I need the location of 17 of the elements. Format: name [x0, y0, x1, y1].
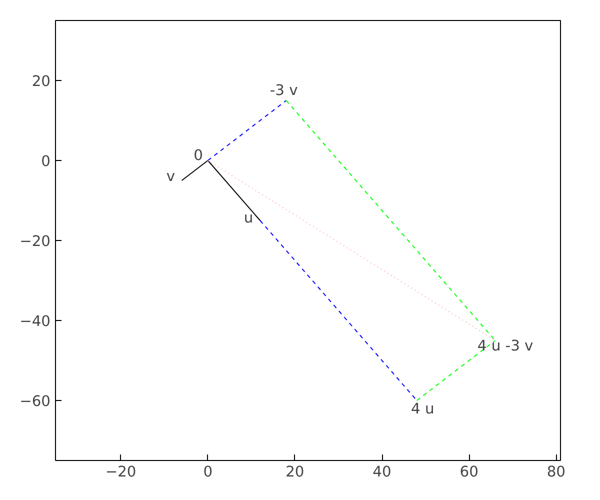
x-tick-label: 0 — [203, 464, 213, 480]
y-tick-label: 0 — [41, 153, 51, 170]
annotation: -3 v — [270, 82, 298, 100]
x-tick-label: 20 — [286, 464, 304, 480]
y-tick-label: −20 — [20, 233, 51, 250]
annotation: v — [166, 168, 176, 185]
x-tick-label: −20 — [105, 464, 136, 480]
annotation: 4 u -3 v — [477, 337, 534, 354]
x-tick-label: 40 — [372, 464, 392, 480]
y-tick-label: 20 — [32, 73, 51, 90]
y-tick-label: −40 — [20, 313, 51, 330]
annotation: 0 — [194, 147, 203, 164]
annotation: u — [244, 209, 254, 226]
x-tick-label: 60 — [460, 464, 478, 480]
x-tick-label: 80 — [546, 464, 566, 480]
annotation: 4 u — [411, 400, 434, 418]
y-tick-label: −60 — [20, 393, 51, 410]
